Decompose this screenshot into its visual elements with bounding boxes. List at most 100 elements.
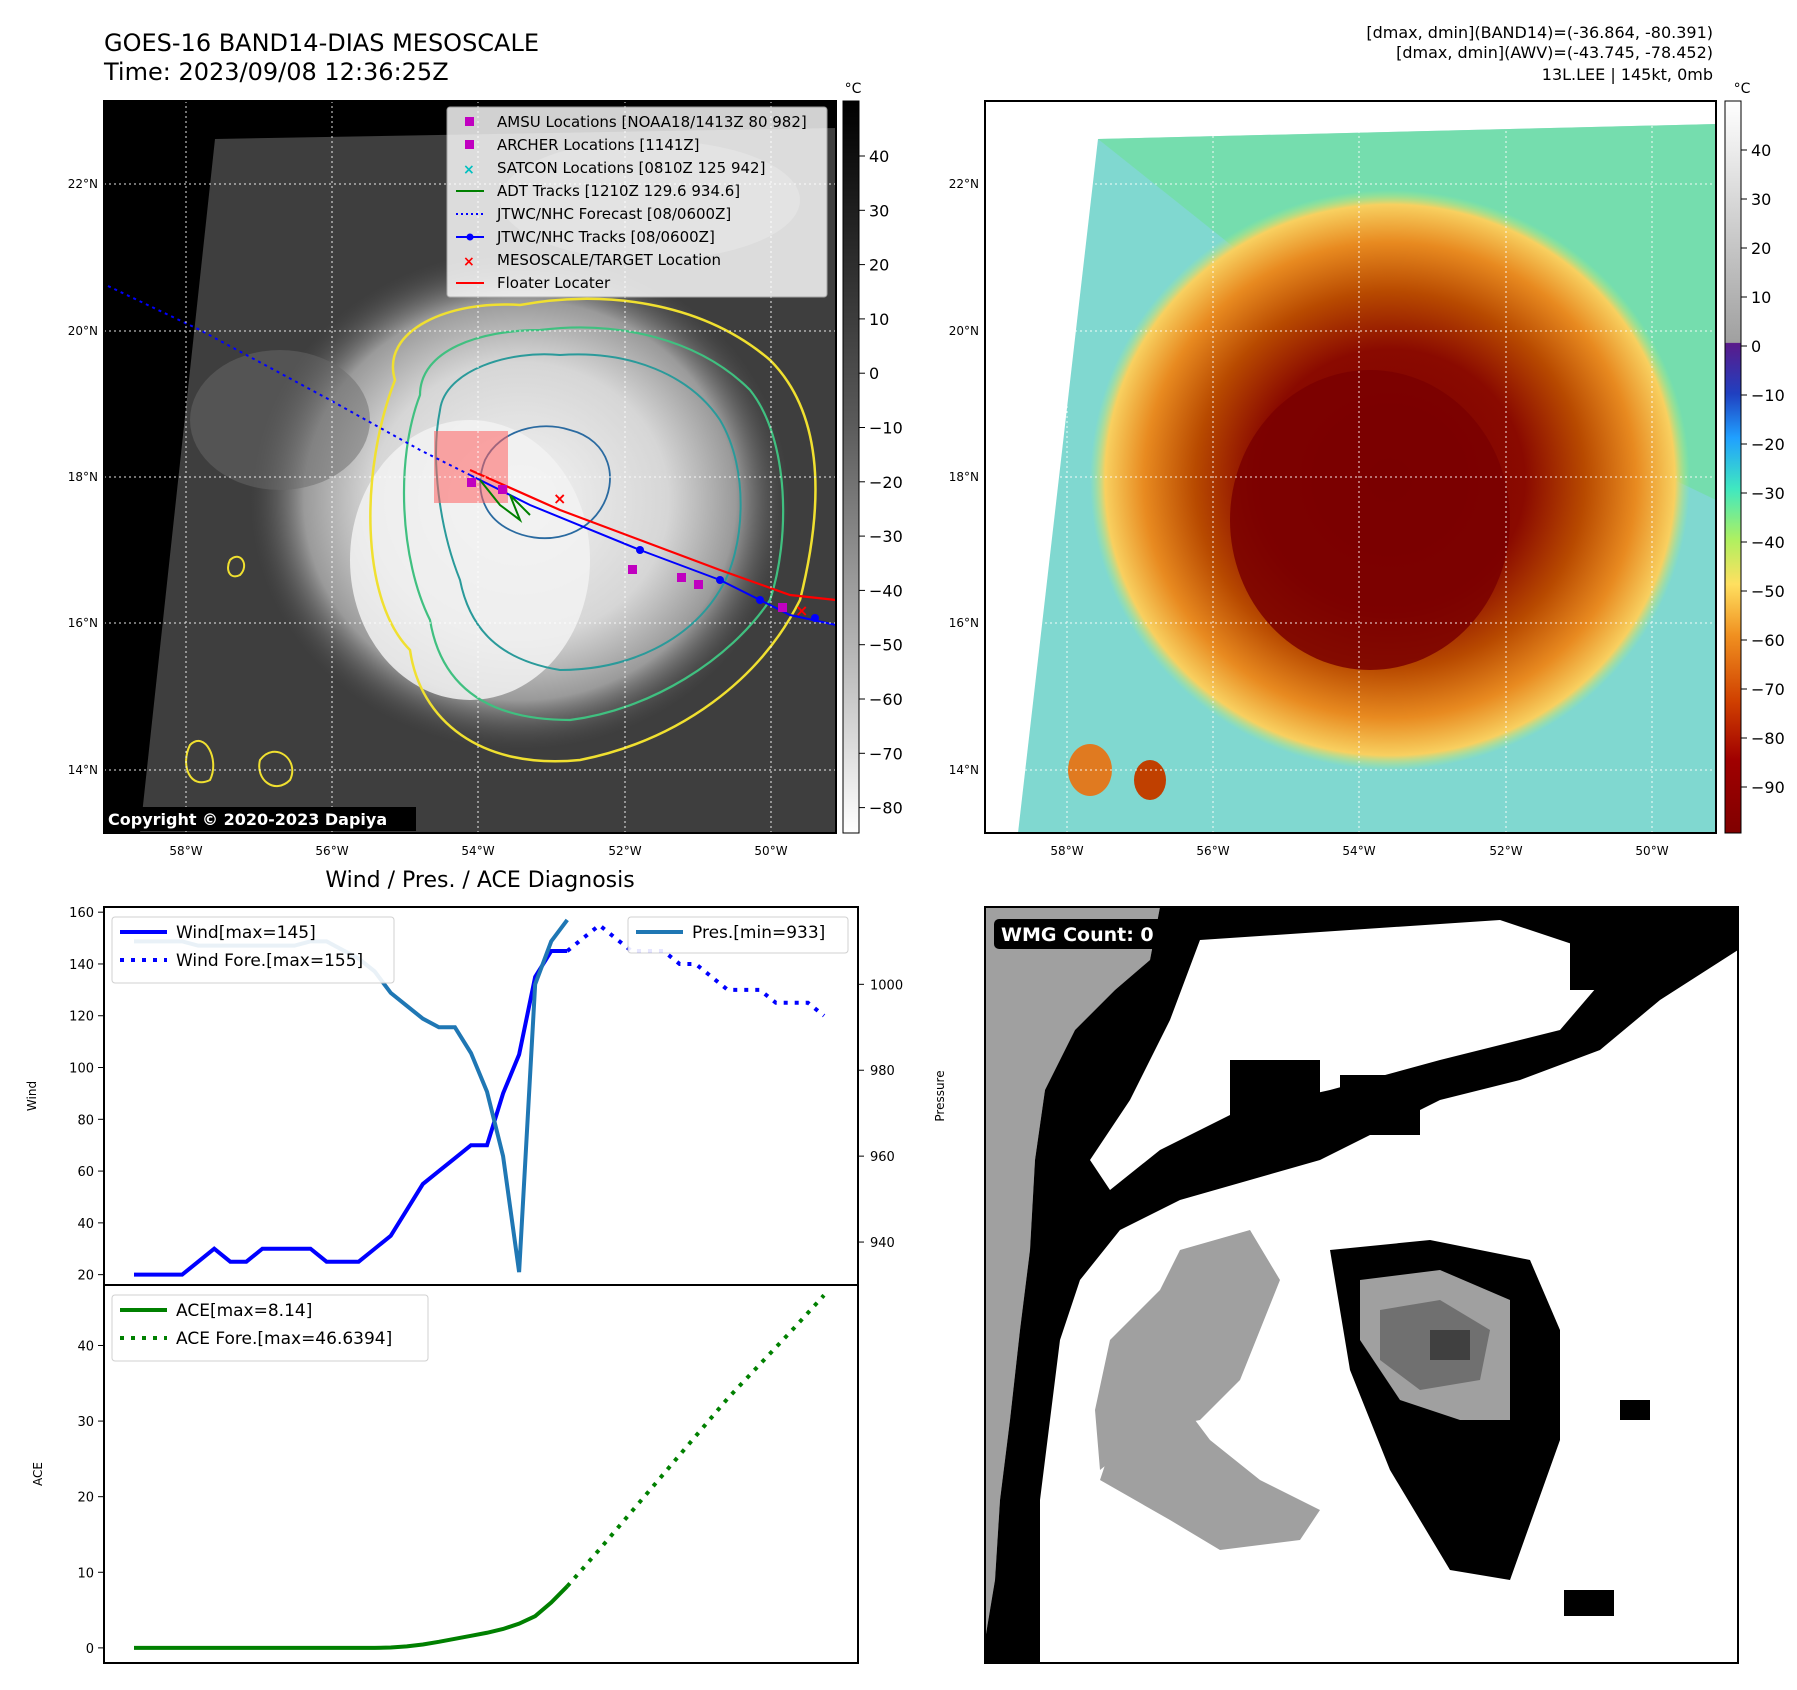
y2-tick-label: 940: [870, 1236, 895, 1251]
colorbar2-tick: 20: [1751, 239, 1771, 258]
y-tick-label: 20: [77, 1269, 94, 1284]
lon-label: 52°W: [608, 844, 641, 858]
map-axis-labels: 58°W 58°W 56°W 56°W 54°W 54°W 52°W 52°W 50°W 50°W…: [68, 177, 1669, 858]
colorbar2-unit: °C: [1734, 81, 1751, 97]
colorbar1-tick: −20: [869, 473, 903, 492]
legend-item-label: JTWC/NHC Forecast [08/0600Z]: [496, 205, 731, 223]
colorbar1-tick: 40: [869, 147, 889, 166]
legend-label: Wind Fore.[max=155]: [176, 951, 363, 971]
legend-marker-x: ×: [463, 162, 475, 178]
colorbar1-tick: −50: [869, 636, 903, 655]
lon-label: 56°W: [315, 844, 348, 858]
colorbar2-tick: 30: [1751, 190, 1771, 209]
y-tick-label: 100: [69, 1062, 94, 1077]
legend-item-label: JTWC/NHC Tracks [08/0600Z]: [496, 228, 715, 246]
colorbar2-tick: 10: [1751, 288, 1771, 307]
colorbar1-tick: 0: [869, 364, 879, 383]
y-tick-label: 140: [69, 958, 94, 973]
colorbar1-unit: °C: [845, 81, 862, 97]
y-tick-label: 60: [77, 1165, 94, 1180]
y-tick-label: 20: [77, 1491, 94, 1506]
legend-item-label: ADT Tracks [1210Z 129.6 934.6]: [497, 182, 740, 200]
y-tick-label: 80: [77, 1113, 94, 1128]
legend-marker-square: [465, 140, 474, 149]
y2-tick-label: 1000: [870, 978, 903, 993]
chart-legend: [627, 916, 849, 954]
stats-band14: [dmax, dmin](BAND14)=(-36.864, -80.391): [1366, 23, 1713, 42]
wind-axis-label: Wind: [25, 1081, 39, 1111]
legend-label: Wind[max=145]: [176, 923, 316, 943]
colorbar1-tick: −60: [869, 690, 903, 709]
chart-subtitle-time: Time: 2023/09/08 12:36:25Z: [103, 58, 449, 86]
map-legend-items: AMSU Locations [NOAA18/1413Z 80 982] ARCH…: [456, 113, 807, 292]
lon-label: 56°W: [1196, 844, 1229, 858]
pressure-axis-label: Pressure: [933, 1070, 947, 1121]
lat-label: 18°N: [949, 470, 979, 484]
colorbar1-tick: −40: [869, 581, 903, 600]
colorbar2-tick: −60: [1751, 631, 1785, 650]
wind-pressure-panel: Wind / Pres. / ACE Diagnosis 20 40 60 80 100…: [25, 868, 947, 1286]
lat-label: 16°N: [949, 616, 979, 630]
legend-marker-x: ×: [463, 254, 475, 270]
lat-label: 20°N: [68, 324, 98, 338]
stats-awv: [dmax, dmin](AWV)=(-43.745, -78.452): [1396, 43, 1713, 62]
colorbar1-tick: 10: [869, 310, 889, 329]
colorbar2-tick: −40: [1751, 533, 1785, 552]
colorbar2-tick: −90: [1751, 778, 1785, 797]
colorbar1-tick: 20: [869, 256, 889, 275]
y-tick-label: 120: [69, 1010, 94, 1025]
colorbar2-tick: −10: [1751, 386, 1785, 405]
lat-label: 18°N: [68, 470, 98, 484]
svg-text:×: ×: [795, 601, 808, 620]
colorbar-grayscale: °C 40 30 20 10 0 −10 −20 −30 −40 −50 −60 −70 −80: [842, 81, 903, 834]
lat-label: 20°N: [949, 324, 979, 338]
colorbar1-tick: −30: [869, 527, 903, 546]
lon-label: 58°W: [1050, 844, 1083, 858]
colorbar2-tick: −20: [1751, 435, 1785, 454]
lat-label: 16°N: [68, 616, 98, 630]
copyright-label: Copyright © 2020-2023 Dapiya: [108, 810, 387, 829]
lon-label: 52°W: [1489, 844, 1522, 858]
colorbar2-tick: −50: [1751, 582, 1785, 601]
lat-label: 22°N: [949, 177, 979, 191]
stats-storm: 13L.LEE | 145kt, 0mb: [1542, 65, 1713, 84]
chart-legend: [111, 916, 395, 984]
legend-label: ACE Fore.[max=46.6394]: [176, 1329, 392, 1349]
legend-item-label: Floater Locater: [497, 274, 611, 292]
lat-label: 22°N: [68, 177, 98, 191]
colorbar1-tick: 30: [869, 201, 889, 220]
y2-tick-label: 980: [870, 1064, 895, 1079]
legend-label: Pres.[min=933]: [692, 923, 825, 943]
y-tick-label: 160: [69, 906, 94, 921]
diagnosis-title: Wind / Pres. / ACE Diagnosis: [325, 868, 634, 893]
legend-item-label: SATCON Locations [0810Z 125 942]: [497, 159, 765, 177]
lat-label: 14°N: [68, 763, 98, 777]
lon-label: 58°W: [169, 844, 202, 858]
colorbar-rainbow: °C 40 30 20 10 0 −10 −20 −30 −40 −50 −60 −70 −80 −90: [1724, 81, 1785, 834]
ace-panel: 0 10 20 30 40 ACE[max=8.14] ACE Fore.[max=46.6…: [31, 1284, 859, 1664]
y2-tick-label: 960: [870, 1150, 895, 1165]
colorbar1-tick: −70: [869, 744, 903, 763]
lon-label: 50°W: [754, 844, 787, 858]
colorbar2-tick: 40: [1751, 141, 1771, 160]
wmg-count-label: WMG Count: 0: [1001, 924, 1154, 946]
colorbar2-tick: −70: [1751, 680, 1785, 699]
chart-title: GOES-16 BAND14-DIAS MESOSCALE: [104, 29, 539, 57]
svg-text:×: ×: [553, 489, 566, 508]
y-tick-label: 0: [86, 1642, 94, 1657]
y-tick-label: 30: [77, 1415, 94, 1430]
chart-legend: [111, 1294, 429, 1362]
legend-item-label: ARCHER Locations [1141Z]: [497, 136, 700, 154]
legend-label: ACE[max=8.14]: [176, 1301, 312, 1321]
wmg-panel: WMG Count: 0: [984, 906, 1739, 1664]
lon-label: 50°W: [1635, 844, 1668, 858]
legend-item-label: MESOSCALE/TARGET Location: [497, 251, 721, 269]
ace-axis-label: ACE: [31, 1462, 45, 1486]
legend-marker-dot: [466, 233, 474, 241]
y-tick-label: 10: [77, 1566, 94, 1581]
colorbar2-tick: −80: [1751, 729, 1785, 748]
y-tick-label: 40: [77, 1339, 94, 1354]
lon-label: 54°W: [1342, 844, 1375, 858]
colorbar2-tick: 0: [1751, 337, 1761, 356]
